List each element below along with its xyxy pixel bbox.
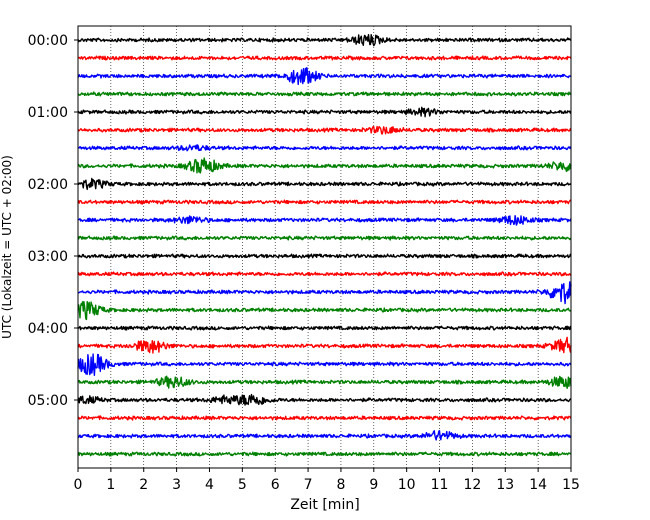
- trace-0500: [77, 393, 571, 406]
- y-tick-label: 03:00: [28, 249, 68, 265]
- y-tick-label: 01:00: [28, 105, 68, 121]
- trace-0230: [77, 215, 572, 226]
- trace-0415: [77, 336, 572, 354]
- trace-0200: [77, 177, 572, 191]
- trace-0045: [77, 91, 572, 97]
- y-tick-label: 05:00: [28, 393, 68, 409]
- x-tick-label: 5: [238, 477, 247, 493]
- trace-0315: [77, 271, 572, 277]
- trace-0430: [77, 353, 572, 376]
- trace-layer: [77, 34, 572, 457]
- x-tick-label: 13: [496, 477, 514, 493]
- x-tick-label: 14: [529, 477, 547, 493]
- trace-0245: [77, 235, 572, 241]
- x-axis-label: Zeit [min]: [290, 497, 359, 513]
- trace-0400: [77, 325, 572, 331]
- x-tick-label: 11: [431, 477, 449, 493]
- trace-0215: [77, 199, 572, 205]
- x-tick-label: 4: [205, 477, 214, 493]
- y-tick-label: 04:00: [28, 321, 68, 337]
- y-tick-label: 02:00: [28, 177, 68, 193]
- trace-0100: [77, 106, 572, 118]
- trace-0445: [77, 375, 572, 389]
- trace-0330: [77, 281, 572, 305]
- trace-0515: [77, 415, 572, 421]
- x-tick-label: 10: [398, 477, 416, 493]
- trace-0015: [77, 55, 572, 61]
- trace-0345: [77, 301, 572, 321]
- x-tick-label: 3: [172, 477, 181, 493]
- x-tick-label: 6: [271, 477, 280, 493]
- plot-frame: [77, 25, 572, 469]
- x-tick-label: 9: [369, 477, 378, 493]
- trace-0145: [77, 157, 572, 174]
- x-tick-label: 8: [336, 477, 345, 493]
- x-tick-label: 1: [106, 477, 115, 493]
- trace-0530: [77, 430, 572, 441]
- trace-0300: [77, 253, 572, 259]
- y-axis-label: UTC (Lokalzeit = UTC + 02:00): [0, 155, 14, 339]
- x-tick-label: 0: [74, 477, 83, 493]
- x-tick-label: 7: [304, 477, 313, 493]
- trace-0130: [78, 144, 572, 152]
- x-tick-label: 15: [562, 477, 580, 493]
- trace-0115: [77, 125, 572, 135]
- trace-0030: [77, 67, 572, 86]
- trace-0545: [77, 451, 572, 457]
- x-ticks: 0 1 2 3 4 5 6 7 8 9 10 11 12 13 14 15: [74, 468, 580, 493]
- x-tick-label: 2: [139, 477, 148, 493]
- x-tick-label: 12: [463, 477, 481, 493]
- y-ticks: 00:00 01:00 02:00 03:00 04:00 05:00: [28, 33, 78, 409]
- trace-0000: [77, 34, 572, 47]
- y-tick-label: 00:00: [28, 33, 68, 49]
